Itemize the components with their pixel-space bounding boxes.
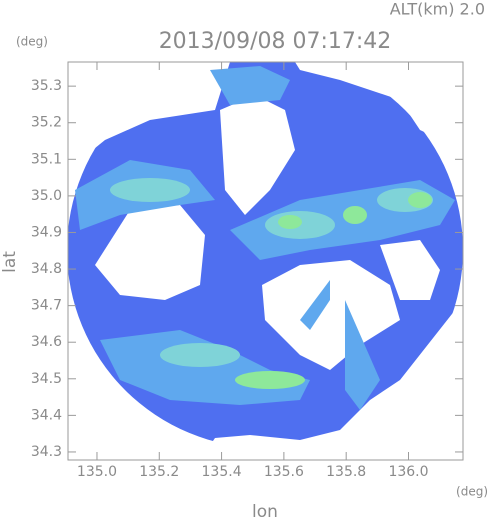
y-tick-label: 34.5: [31, 371, 62, 387]
altitude-label: ALT(km) 2.0: [390, 0, 485, 19]
x-tick-label: 135.2: [139, 464, 179, 480]
chart-title: 2013/09/08 07:17:42: [159, 29, 392, 54]
y-tick-label: 34.3: [31, 444, 62, 460]
y-axis-label: lat: [0, 251, 20, 273]
x-tick-label: 135.4: [202, 464, 242, 480]
y-tick-label: 35.3: [31, 78, 62, 94]
x-tick-label: 136.0: [388, 464, 428, 480]
x-tick-label: 135.6: [264, 464, 304, 480]
y-tick-label: 34.4: [31, 407, 62, 423]
y-tick-label: 35.1: [31, 151, 62, 167]
y-tick-label: 34.8: [31, 261, 62, 277]
y-unit: (deg): [16, 35, 48, 49]
y-tick-label: 34.9: [31, 224, 62, 240]
x-unit: (deg): [456, 485, 488, 499]
radar-echoes: [68, 62, 463, 460]
x-tick-label: 135.8: [326, 464, 366, 480]
x-tick-label: 135.0: [77, 464, 117, 480]
y-tick-label: 34.6: [31, 334, 62, 350]
plot-frame: [67, 61, 464, 461]
y-tick-label: 34.7: [31, 298, 62, 314]
y-tick-label: 35.0: [31, 188, 62, 204]
y-tick-label: 35.2: [31, 115, 62, 131]
x-axis-label: lon: [252, 502, 278, 521]
